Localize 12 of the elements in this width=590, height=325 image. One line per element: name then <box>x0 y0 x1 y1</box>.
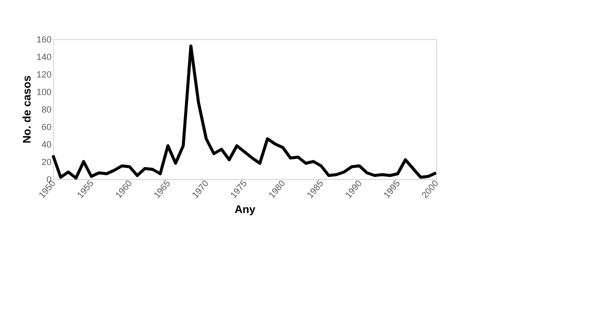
y-tick-label: 120 <box>36 70 52 80</box>
y-tick-label: 160 <box>36 34 52 44</box>
y-axis-title: No. de casos <box>21 76 34 144</box>
y-tick-label: 20 <box>41 157 52 167</box>
y-tick-label: 40 <box>41 140 52 150</box>
x-axis-title: Any <box>234 204 256 216</box>
y-tick-label: 0 <box>46 174 52 184</box>
y-tick-label: 100 <box>36 87 52 97</box>
y-tick-label: 80 <box>41 104 52 114</box>
y-tick-label: 60 <box>41 122 52 132</box>
y-tick-label: 140 <box>36 52 52 62</box>
line-series <box>52 44 438 180</box>
